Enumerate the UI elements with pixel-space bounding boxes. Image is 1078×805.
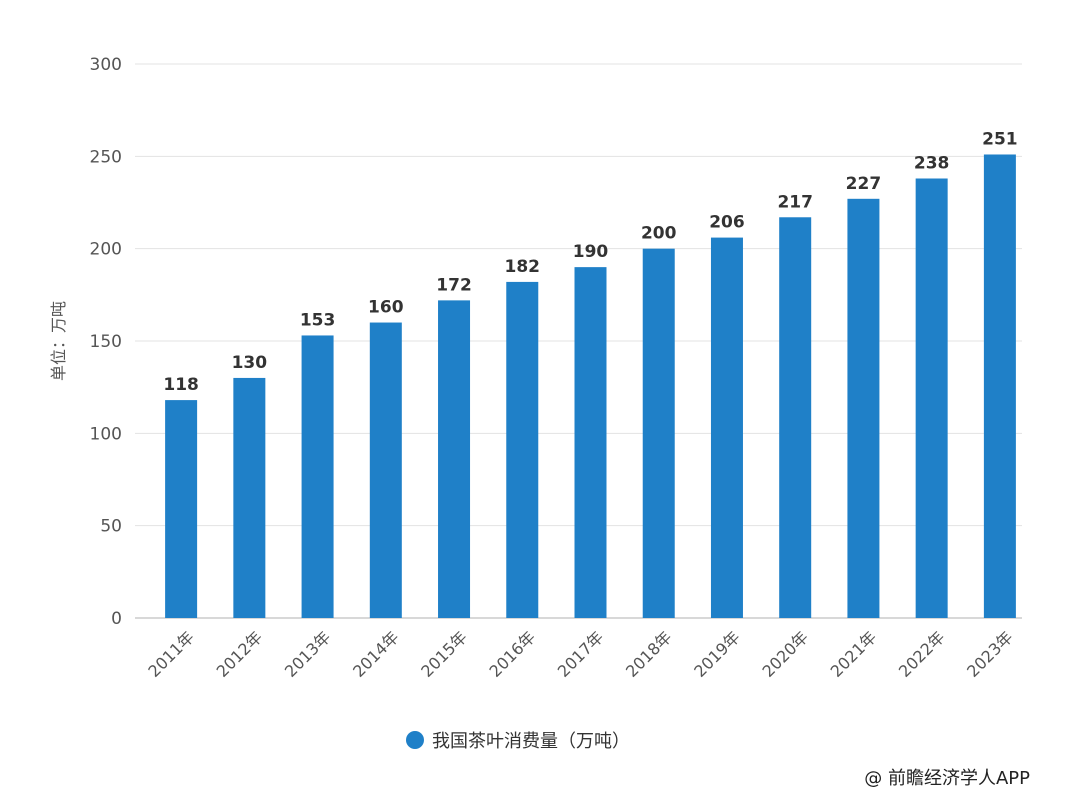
x-tick-label: 2014年	[349, 627, 403, 681]
x-tick-label: 2023年	[963, 627, 1017, 681]
y-tick-label: 0	[111, 609, 122, 629]
x-tick-label: 2016年	[486, 627, 540, 681]
x-tick-label: 2012年	[213, 627, 267, 681]
x-tick-label: 2022年	[895, 627, 949, 681]
bar	[710, 237, 743, 618]
x-tick-label: 2013年	[281, 627, 335, 681]
y-tick-label: 200	[90, 240, 122, 260]
bar	[915, 178, 948, 618]
bar	[165, 400, 198, 618]
x-tick-label: 2020年	[758, 627, 812, 681]
y-tick-label: 150	[90, 332, 122, 352]
x-tick-label: 2015年	[417, 627, 471, 681]
source-credit: @ 前瞻经济学人APP	[864, 768, 1030, 789]
y-axis-ticks: 0 50 100 150 200 250 300	[90, 55, 122, 629]
bar-value-label: 172	[436, 275, 472, 295]
bar	[847, 198, 880, 618]
bar	[369, 322, 402, 618]
bar-value-label: 153	[300, 310, 336, 330]
bar	[506, 281, 539, 618]
bar	[301, 335, 334, 618]
x-tick-label: 2018年	[622, 627, 676, 681]
x-tick-label: 2019年	[690, 627, 744, 681]
x-axis-ticks: 2011年 2012年 2013年 2014年 2015年 2016年 2017年 2018年…	[144, 627, 1016, 681]
y-tick-label: 250	[90, 147, 122, 167]
bar	[642, 248, 675, 618]
bar-value-label: 200	[641, 224, 677, 244]
bar-value-label: 206	[709, 213, 745, 233]
bar	[779, 217, 812, 619]
y-axis-label: 单位：万吨	[49, 301, 68, 381]
bar-value-label: 118	[163, 375, 199, 395]
x-tick-label: 2011年	[144, 627, 198, 681]
y-tick-label: 50	[100, 517, 122, 537]
x-tick-label: 2017年	[554, 627, 608, 681]
bar	[233, 377, 266, 618]
bar-value-labels: 118 130 153 160 172 182 190 200 206 217 227 238 251	[163, 129, 1017, 395]
bar	[574, 267, 607, 618]
legend-series-label: 我国茶叶消费量（万吨）	[432, 731, 630, 752]
bar-value-label: 217	[777, 192, 813, 212]
bar-value-label: 238	[914, 153, 950, 173]
bar-value-label: 130	[232, 353, 268, 373]
bar	[438, 300, 471, 618]
bar-value-label: 160	[368, 298, 404, 318]
y-tick-label: 100	[90, 424, 122, 444]
y-tick-label: 300	[90, 55, 122, 75]
legend-series-marker	[406, 731, 424, 749]
bar-value-label: 190	[573, 242, 609, 262]
bar-value-label: 182	[505, 257, 541, 277]
bars	[165, 154, 1016, 619]
x-tick-label: 2021年	[827, 627, 881, 681]
bar-value-label: 227	[846, 174, 882, 194]
bar	[983, 154, 1016, 618]
bar-value-label: 251	[982, 129, 1018, 149]
legend: 我国茶叶消费量（万吨）	[406, 727, 630, 753]
